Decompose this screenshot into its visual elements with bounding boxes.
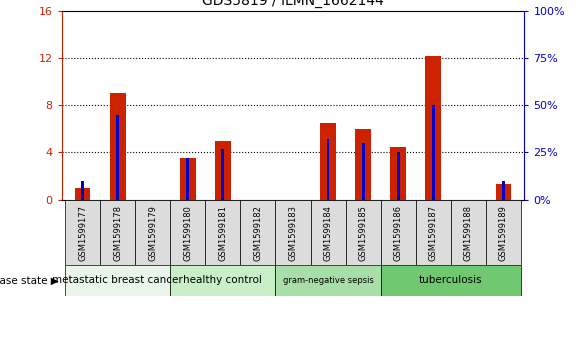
Title: GDS5819 / ILMN_1662144: GDS5819 / ILMN_1662144 [202,0,384,8]
Bar [74,188,90,200]
Bar [451,200,486,265]
Bar [100,200,135,265]
Bar [326,139,329,200]
Bar [222,149,224,200]
Bar [432,105,435,200]
Bar [135,200,171,265]
Bar [65,265,171,296]
Bar [397,152,400,200]
Text: GSM1599185: GSM1599185 [359,205,367,261]
Bar [425,56,441,200]
Text: GSM1599186: GSM1599186 [394,205,403,261]
Text: GSM1599188: GSM1599188 [464,205,473,261]
Text: GSM1599180: GSM1599180 [183,205,192,261]
Text: metastatic breast cancer: metastatic breast cancer [52,276,183,285]
Text: GSM1599177: GSM1599177 [78,205,87,261]
Text: gram-negative sepsis: gram-negative sepsis [282,276,373,285]
Text: GSM1599187: GSM1599187 [429,205,438,261]
Text: GSM1599178: GSM1599178 [113,205,122,261]
Text: GSM1599179: GSM1599179 [148,205,157,261]
Bar [415,200,451,265]
Bar [171,265,275,296]
Bar [320,123,336,200]
Bar [355,129,371,200]
Text: healthy control: healthy control [183,276,263,285]
Bar [81,181,84,200]
Bar [186,158,189,200]
Text: disease state ▶: disease state ▶ [0,276,59,285]
Text: GSM1599183: GSM1599183 [288,205,298,261]
Bar [390,147,406,200]
Bar [110,93,125,200]
Bar [65,200,100,265]
Bar [180,158,196,200]
Bar [116,115,119,200]
Text: GSM1599182: GSM1599182 [253,205,263,261]
Text: tuberculosis: tuberculosis [419,276,483,285]
Bar [502,181,505,200]
Bar [486,200,521,265]
Bar [381,265,521,296]
Bar [381,200,415,265]
Bar [496,184,512,200]
Bar [346,200,381,265]
Bar [362,143,364,200]
Bar [215,140,231,200]
Text: GSM1599181: GSM1599181 [219,205,227,261]
Text: GSM1599189: GSM1599189 [499,205,508,261]
Bar [205,200,240,265]
Bar [275,200,311,265]
Bar [275,265,381,296]
Bar [240,200,275,265]
Bar [311,200,346,265]
Text: GSM1599184: GSM1599184 [323,205,333,261]
Bar [171,200,205,265]
